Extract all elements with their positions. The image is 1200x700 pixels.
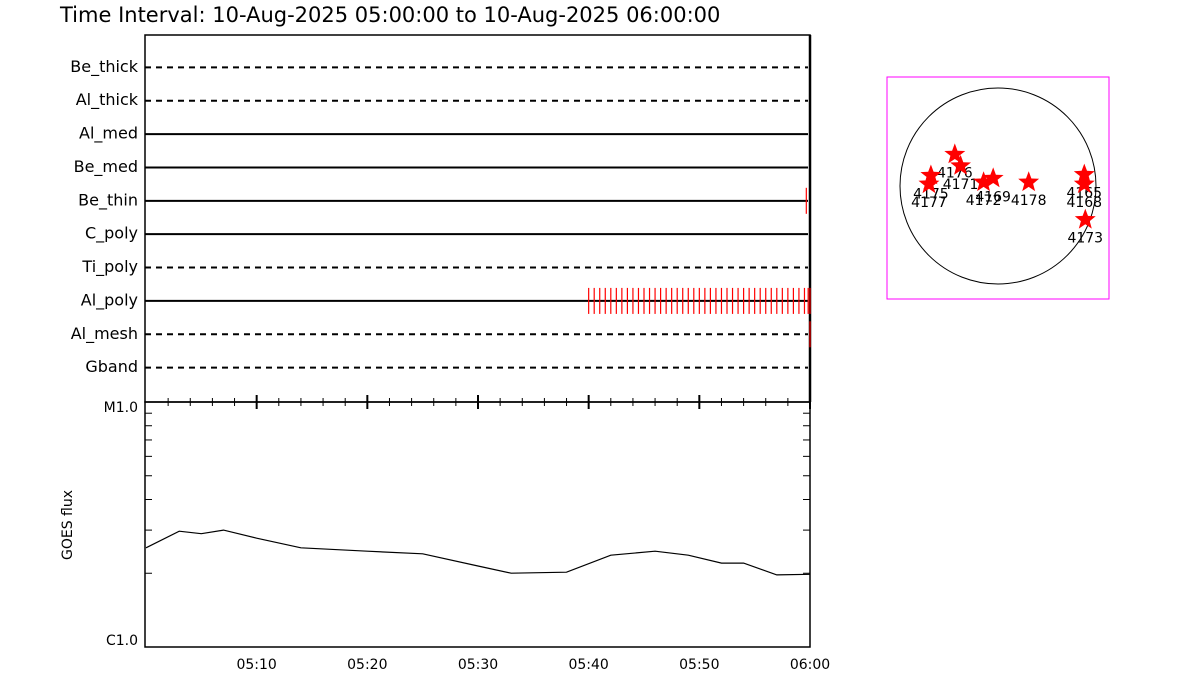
region-label: 4165 [1066,186,1102,202]
filter-label: Al_thick [76,90,139,110]
region-label: 4168 [1066,195,1102,211]
region-star [1018,171,1040,192]
region-label: 4171 [943,177,979,193]
map-frame [886,76,1110,300]
x-tick-label: 05:40 [568,657,608,673]
filter-label: Ti_poly [81,257,138,277]
region-label: 4173 [1067,231,1103,247]
region-star [973,171,994,192]
filter-panel-frame [144,34,811,403]
region-label: 4169 [975,189,1011,205]
region-star [1073,173,1095,194]
filter-label: C_poly [85,224,138,244]
region-star [944,143,966,164]
region-label: 4175 [913,186,949,202]
goes-curve [145,529,811,576]
x-tick-label: 05:50 [679,657,719,673]
filter-label: Be_med [74,157,138,177]
filter-label: Be_thin [78,190,138,210]
region-star [920,164,942,185]
filter-label: Gband [85,357,138,376]
filter-label: Al_poly [81,290,138,310]
x-tick-label: 05:20 [347,657,387,673]
filter-label: Be_thick [70,57,138,77]
x-tick-label: 05:30 [458,657,498,673]
region-star [918,173,940,194]
solar-limb [899,87,1097,285]
region-star [1074,208,1096,229]
region-star [950,154,971,175]
region-label: 4177 [911,195,947,211]
x-tick-label: 06:00 [790,657,830,673]
region-label: 4172 [966,193,1002,209]
y-tick-label: C1.0 [106,633,138,649]
x-tick-label: 05:10 [236,657,276,673]
region-label: 4178 [1011,193,1047,209]
y-axis-label: GOES flux [60,490,76,560]
y-tick-label: M1.0 [104,400,138,416]
filter-label: Al_med [79,124,138,144]
region-star [982,167,1004,188]
goes-panel-frame [144,401,811,648]
chart-title: Time Interval: 10-Aug-2025 05:00:00 to 1… [59,3,720,27]
filter-label: Al_mesh [71,324,138,344]
